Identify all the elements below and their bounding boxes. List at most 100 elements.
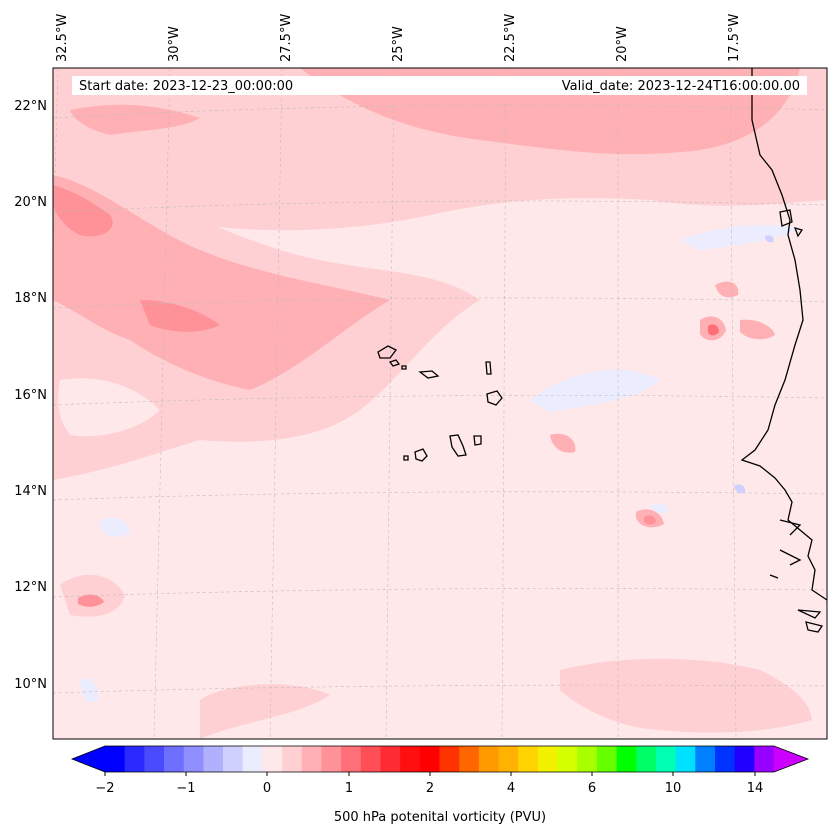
colorbar-swatch [105, 746, 126, 772]
colorbar-swatch [439, 746, 460, 772]
coast-detail-3 [779, 519, 802, 536]
colorbar-swatch [478, 746, 500, 772]
pv-negative-west-1 [100, 518, 130, 537]
coast-detail-2 [793, 227, 804, 238]
coast-detail-7 [769, 574, 779, 579]
colorbar-swatch [400, 746, 421, 772]
island-brava [403, 455, 409, 461]
lat-label: 20°N [14, 195, 47, 210]
coast-detail-5 [797, 609, 822, 619]
island-santa-luzia [401, 365, 407, 370]
colorbar-min-extend [72, 746, 105, 772]
island-sao-vicente [388, 359, 401, 367]
gridlines [53, 68, 827, 739]
colorbar-swatch [675, 746, 696, 772]
pv-negative-east-3 [650, 502, 669, 513]
colorbar-swatch [636, 746, 657, 772]
colorbar-swatch [203, 746, 224, 772]
colorbar-tick-label: −1 [176, 781, 195, 796]
colorbar-swatch [655, 746, 677, 772]
colorbar-swatch [754, 746, 775, 772]
colorbar-tick-label: 0 [263, 781, 271, 796]
pv-eddy-east-3 [715, 281, 739, 298]
colorbar-tick-label: 10 [665, 781, 682, 796]
lon-label: 22.5°W [503, 14, 518, 62]
colorbar-swatch [223, 746, 244, 772]
island-sao-nicolau [418, 370, 440, 379]
pv-negative-coast-2 [765, 235, 774, 243]
island-maio [473, 435, 482, 446]
colorbar-swatch [734, 746, 755, 772]
longitude-labels: 32.5°W 30°W 27.5°W 25°W 22.5°W 20°W 17.5°W [55, 14, 742, 62]
latitude-labels: 22°N 20°N 18°N 16°N 14°N 12°N 10°N [14, 99, 47, 692]
pv-band-south [560, 658, 812, 733]
pv-core-northwest [53, 185, 113, 237]
colorbar-swatch [144, 746, 165, 772]
africa-coastline [740, 68, 827, 601]
pv-patch-west-light [58, 378, 160, 437]
colorbar-tick-label: −2 [95, 781, 114, 796]
island-sal [485, 361, 492, 375]
colorbar-swatch [596, 746, 618, 772]
pv-eddy-east-4 [550, 433, 576, 453]
pv-band-south-west [200, 684, 330, 739]
colorbar-tick-label: 14 [747, 781, 764, 796]
colorbar-title: 500 hPa potenital vorticity (PVU) [334, 810, 546, 825]
pv-eddy-east-5-core [644, 515, 656, 525]
colorbar-swatch [459, 746, 480, 772]
lon-label: 25°W [391, 26, 406, 62]
pv-negative-east-1 [680, 225, 800, 250]
colorbar-max-extend [774, 746, 808, 772]
pv-eddy-east-2 [740, 319, 775, 340]
colorbar-swatch [498, 746, 519, 772]
pv-negative-coast [734, 484, 746, 494]
pv-band-northwest-medium [53, 175, 390, 390]
start-date-label: Start date: 2023-12-23_00:00:00 [79, 79, 293, 94]
colorbar-swatch [164, 746, 185, 772]
start-date-box [72, 76, 310, 95]
lat-label: 10°N [14, 677, 47, 692]
lon-label: 17.5°W [727, 14, 742, 62]
colorbar-tick-label: 1 [345, 781, 353, 796]
map-frame [52, 67, 828, 740]
colorbar-ticks: −2 −1 0 1 2 4 6 10 14 [95, 772, 763, 796]
colorbar-swatch [714, 746, 736, 772]
coast-detail-6 [805, 621, 824, 633]
colorbar-swatch [537, 746, 559, 772]
pv-core-northwest-2 [140, 300, 220, 332]
pv-negative-east-2 [530, 369, 660, 412]
lat-label: 12°N [14, 580, 47, 595]
colorbar-tick-label: 2 [426, 781, 434, 796]
colorbar-swatch [262, 746, 283, 772]
island-fogo [414, 448, 428, 462]
colorbar-swatch [341, 746, 362, 772]
colorbar-swatch [518, 746, 539, 772]
lon-label: 30°W [167, 26, 182, 62]
island-santo-antao [377, 345, 397, 359]
lat-label: 22°N [14, 99, 47, 114]
lon-label: 27.5°W [279, 14, 294, 62]
colorbar-swatch [183, 746, 204, 772]
colorbar-swatch [321, 746, 342, 772]
colorbar-swatch [380, 746, 401, 772]
colorbar-swatch [301, 746, 323, 772]
colorbar-swatch [695, 746, 716, 772]
colorbar [70, 745, 810, 773]
coastline [377, 68, 827, 633]
pv-core-southwest [78, 594, 104, 607]
colorbar-tick-label: 4 [507, 781, 515, 796]
colorbar-swatch [557, 746, 578, 772]
colorbar-tick-label: 6 [588, 781, 596, 796]
colorbar-swatch [242, 746, 264, 772]
pv-eddy-east-1-core [708, 324, 719, 336]
valid-date-box [310, 76, 807, 95]
lon-label: 32.5°W [55, 14, 70, 62]
lat-label: 18°N [14, 291, 47, 306]
colorbar-swatch [616, 746, 637, 772]
coast-detail-4 [779, 549, 802, 566]
lon-label: 20°W [615, 26, 630, 62]
valid-date-label: Valid_date: 2023-12-24T16:00:00.00 [562, 79, 800, 94]
colorbar-swatch [124, 746, 145, 772]
colorbar-swatch [360, 746, 382, 772]
